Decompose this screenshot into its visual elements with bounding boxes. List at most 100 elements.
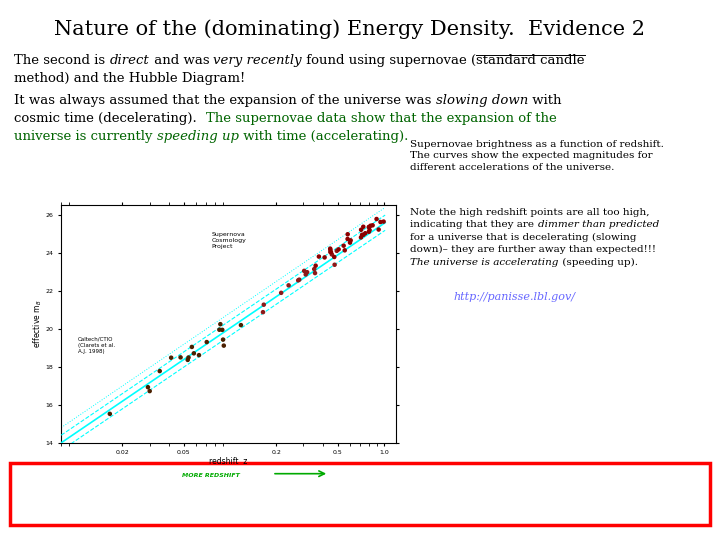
Text: Dark Energy: Dark Energy [337, 495, 423, 508]
Text: speeding up: speeding up [157, 130, 239, 143]
Text: MORE REDSHIFT: MORE REDSHIFT [181, 473, 240, 478]
Point [342, 230, 354, 239]
Point [358, 231, 369, 239]
Point [310, 269, 321, 278]
FancyBboxPatch shape [10, 463, 710, 525]
Text: The second is: The second is [14, 54, 109, 67]
Point [182, 355, 194, 364]
Point [363, 222, 374, 231]
Text: very recently: very recently [213, 54, 302, 67]
Point [300, 270, 312, 279]
Text: This means that the energy behaves: This means that the energy behaves [18, 476, 265, 489]
Point [166, 353, 177, 362]
Point [344, 238, 356, 247]
Point [235, 321, 247, 329]
Point [183, 353, 194, 362]
Text: for a universe that is decelerating (slowing: for a universe that is decelerating (slo… [410, 233, 637, 242]
Point [217, 335, 229, 344]
Point [339, 246, 351, 255]
Point [378, 217, 390, 226]
Point [345, 236, 356, 245]
Point [326, 250, 338, 259]
Text: found using supernovae (: found using supernovae ( [302, 54, 476, 67]
Point [374, 218, 386, 226]
Point [364, 226, 375, 234]
Text: like: like [265, 476, 289, 489]
Point [325, 248, 336, 256]
Point [367, 221, 379, 230]
Point [373, 225, 384, 234]
Point [188, 349, 199, 357]
Text: with time (accelerating).: with time (accelerating). [239, 130, 408, 143]
Point [298, 267, 310, 275]
Point [215, 320, 226, 328]
Text: The universe is accelerating: The universe is accelerating [410, 258, 559, 267]
Text: negative pressure: negative pressure [444, 476, 564, 489]
Text: slowing down: slowing down [436, 94, 528, 107]
Text: with: with [528, 94, 562, 107]
Text: It was always assumed that the expansion of the universe was: It was always assumed that the expansion… [14, 94, 436, 107]
Text: http://panisse.lbl.gov/: http://panisse.lbl.gov/ [454, 292, 575, 302]
Text: The supernovae data show that the expansion of the: The supernovae data show that the expans… [206, 112, 557, 125]
Point [186, 342, 197, 351]
Point [333, 245, 344, 254]
Text: anti-gravity and has a: anti-gravity and has a [289, 476, 444, 489]
Text: standard candle: standard candle [476, 54, 585, 67]
Point [258, 300, 269, 309]
Y-axis label: effective m$_B$: effective m$_B$ [32, 300, 44, 348]
Point [310, 261, 321, 270]
Point [302, 268, 313, 276]
Point [193, 351, 204, 360]
Point [144, 387, 156, 395]
Point [218, 341, 230, 350]
Text: Supernova
Cosmology
Project: Supernova Cosmology Project [212, 232, 247, 249]
Point [104, 409, 116, 418]
Point [313, 252, 325, 261]
Point [338, 241, 349, 250]
Text: dimmer than predicted: dimmer than predicted [538, 220, 659, 230]
Point [308, 265, 320, 273]
Point [358, 222, 369, 231]
Text: universe is currently: universe is currently [14, 130, 157, 143]
Point [292, 276, 304, 285]
Point [325, 246, 336, 254]
Point [217, 326, 228, 334]
Point [342, 235, 354, 244]
Text: Note the high redshift points are all too high,: Note the high redshift points are all to… [410, 208, 650, 217]
Point [201, 338, 212, 346]
Text: direct: direct [109, 54, 150, 67]
Point [319, 253, 330, 262]
Point [175, 353, 186, 362]
Point [356, 225, 367, 234]
Point [214, 326, 225, 334]
X-axis label: redshift  z: redshift z [210, 457, 248, 466]
Text: Caltech/CTIO
(Clarets et al.
A.J. 1998): Caltech/CTIO (Clarets et al. A.J. 1998) [78, 337, 115, 354]
Text: indicating that they are: indicating that they are [410, 220, 538, 230]
Point [283, 281, 294, 289]
Point [371, 215, 382, 224]
Point [356, 231, 368, 239]
Text: We do not know what this energy is!  We call it: We do not know what this energy is! We c… [18, 495, 337, 508]
Point [364, 223, 375, 232]
Point [325, 248, 337, 256]
Text: !: ! [423, 495, 428, 508]
Text: and was: and was [150, 54, 213, 67]
Point [294, 275, 305, 284]
Point [365, 221, 377, 230]
Text: !: ! [564, 476, 570, 489]
Text: cosmic time (decelerating).: cosmic time (decelerating). [14, 112, 206, 125]
Text: Supernovae brightness as a function of redshift.
The curves show the expected ma: Supernovae brightness as a function of r… [410, 140, 665, 172]
Text: Nature of the (dominating) Energy Density.  Evidence 2: Nature of the (dominating) Energy Densit… [54, 19, 645, 38]
Point [325, 244, 336, 253]
Point [363, 227, 374, 236]
Point [331, 247, 343, 255]
Point [328, 253, 340, 261]
Point [276, 288, 287, 297]
Point [154, 367, 166, 375]
Text: down)– they are further away than expected!!!: down)– they are further away than expect… [410, 245, 657, 254]
Point [355, 233, 366, 242]
Text: method) and the Hubble Diagram!: method) and the Hubble Diagram! [14, 72, 246, 85]
Point [329, 260, 341, 269]
Point [142, 383, 153, 391]
Point [359, 229, 371, 238]
